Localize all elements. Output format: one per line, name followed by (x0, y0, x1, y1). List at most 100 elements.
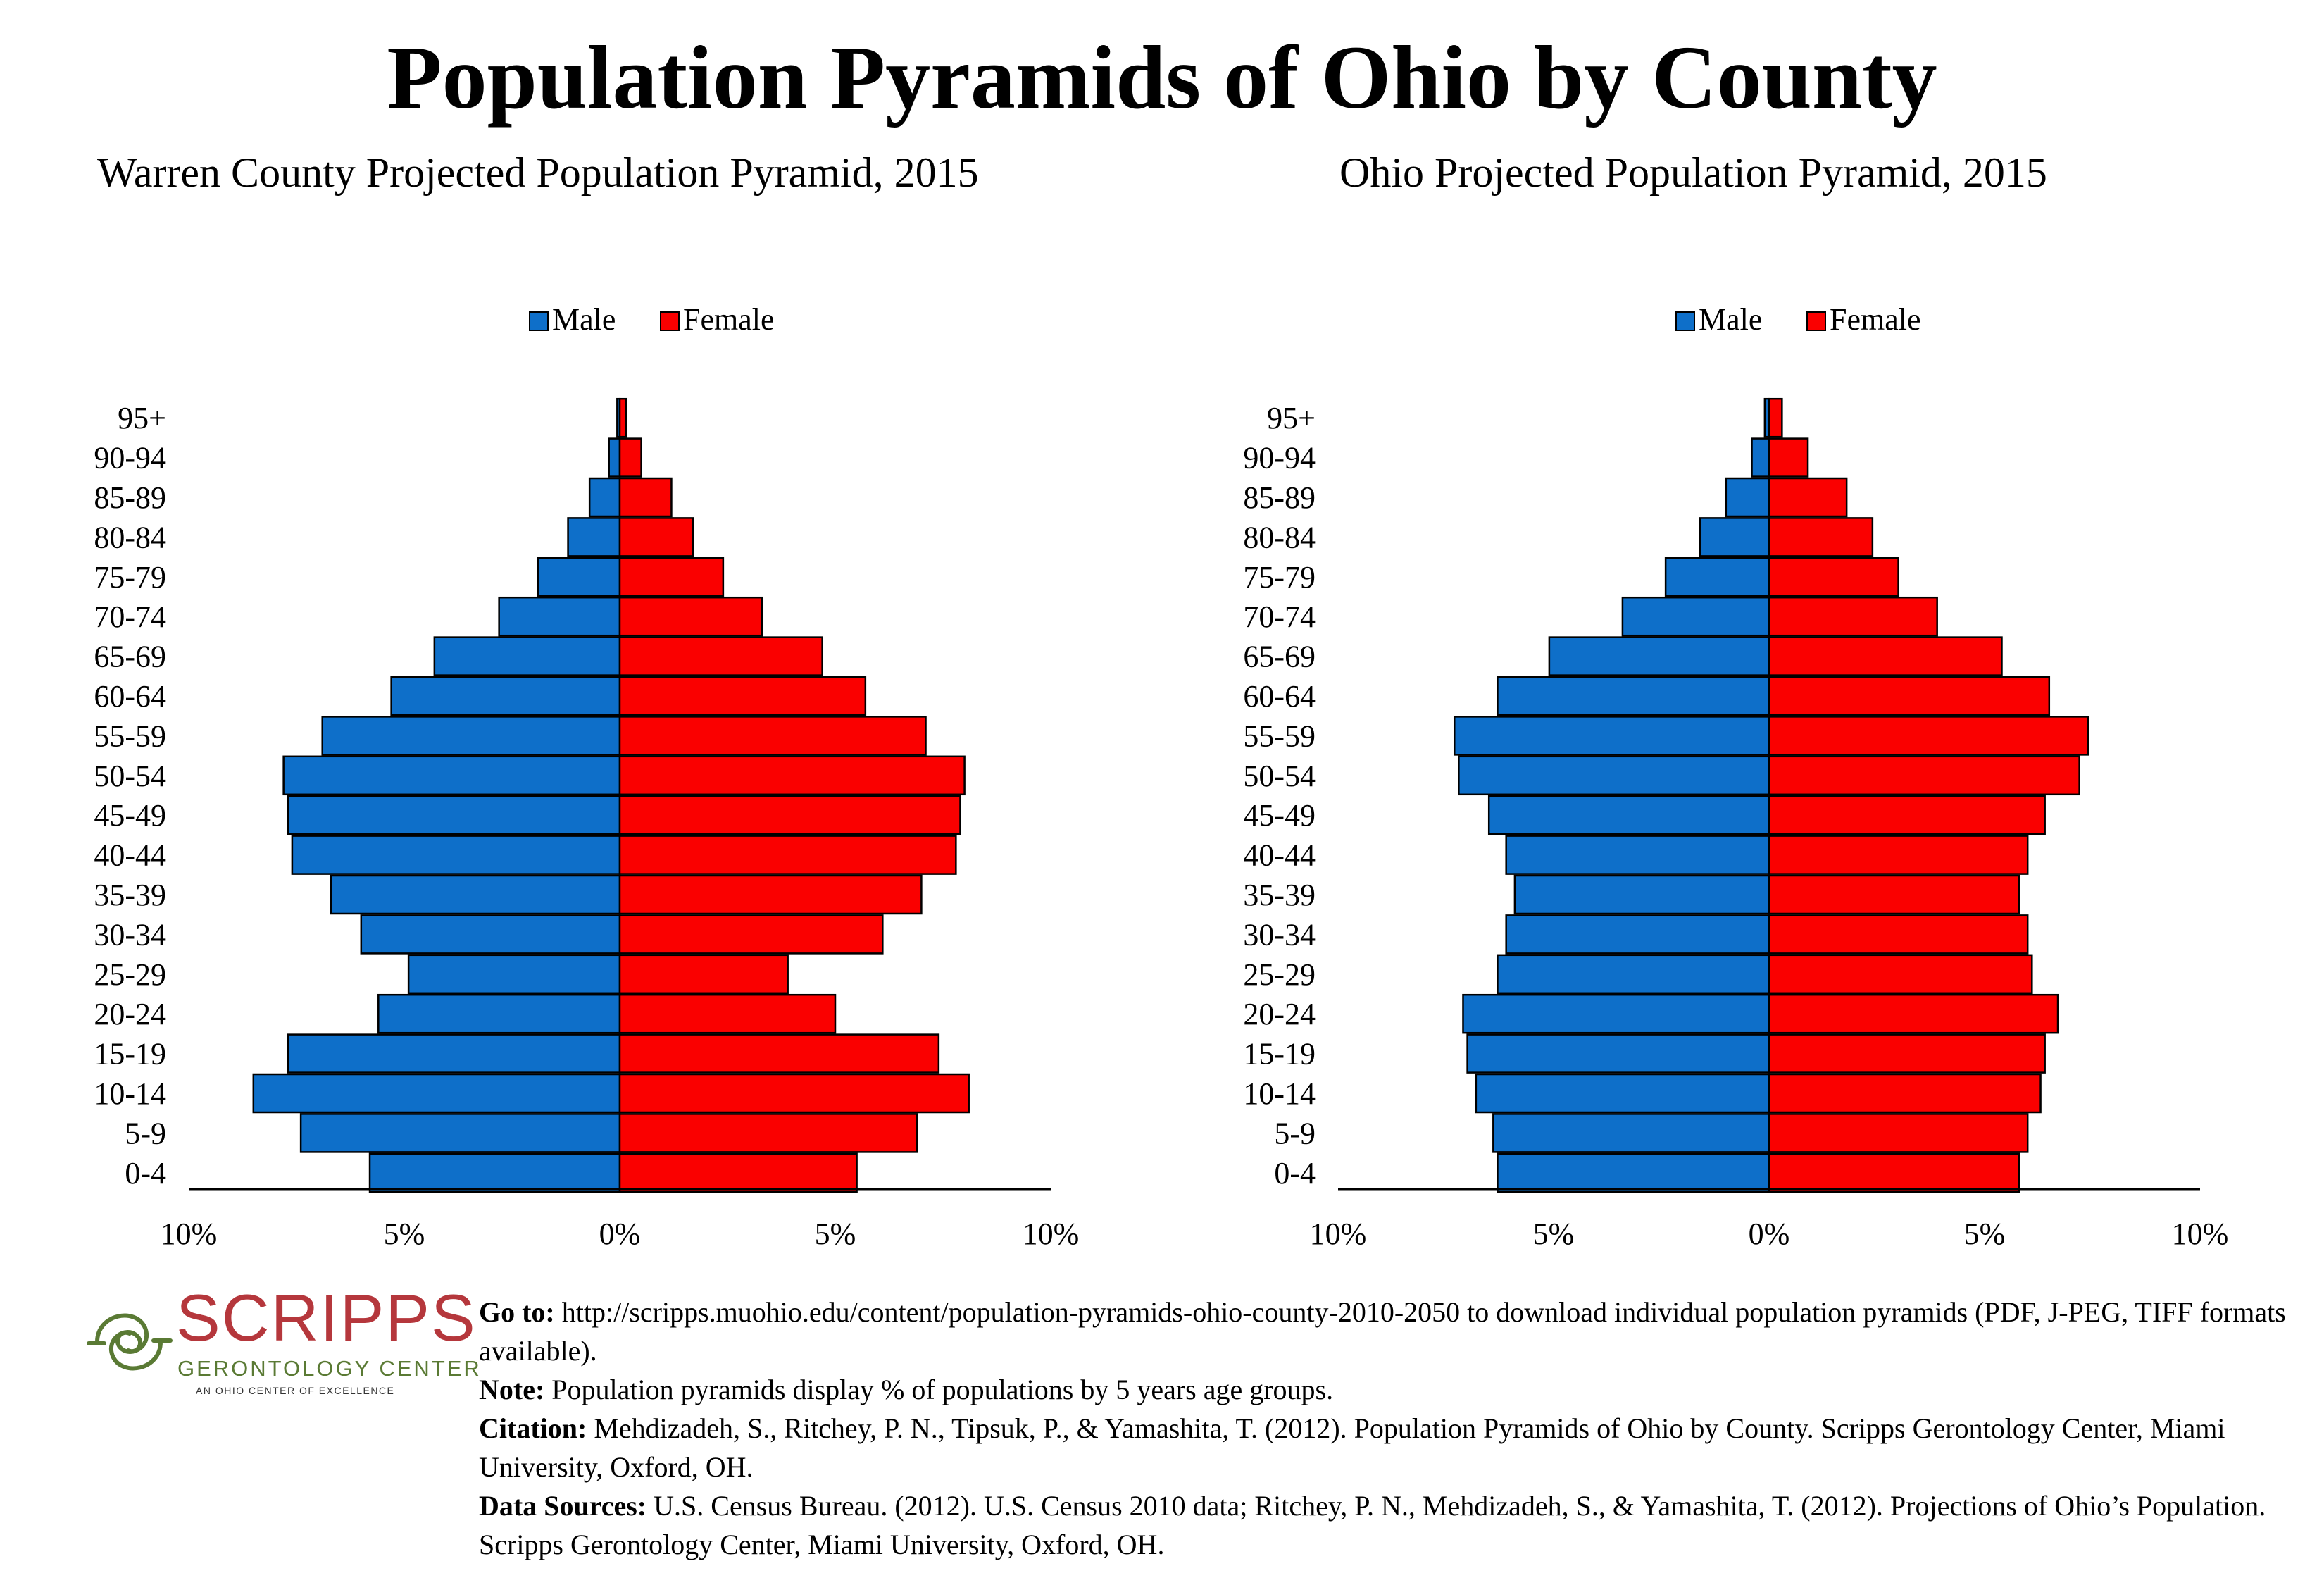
age-label-5-9: 5-9 (1274, 1116, 1316, 1150)
x-tick-label: 5% (384, 1217, 425, 1251)
citation-label: Citation: (479, 1412, 587, 1444)
age-label-95+: 95+ (1267, 401, 1316, 435)
bar-male-35-39 (330, 874, 621, 915)
bar-female-55-59 (618, 716, 927, 756)
x-tick-label: 5% (1533, 1217, 1575, 1251)
bar-female-45-49 (1768, 795, 2046, 835)
age-label-10-14: 10-14 (1243, 1076, 1316, 1111)
goto-label: Go to: (479, 1296, 555, 1328)
bar-female-50-54 (1768, 755, 2080, 796)
age-label-20-24: 20-24 (94, 997, 166, 1031)
bar-female-75-79 (618, 557, 725, 597)
bar-female-60-64 (1768, 676, 2051, 716)
bar-female-95+ (618, 397, 627, 438)
bar-female-55-59 (1768, 716, 2089, 756)
note-citation: Citation: Mehdizadeh, S., Ritchey, P. N.… (479, 1409, 2310, 1486)
age-label-10-14: 10-14 (94, 1076, 166, 1111)
bar-male-80-84 (1699, 517, 1770, 557)
bar-male-70-74 (1621, 596, 1770, 637)
bar-female-15-19 (618, 1033, 940, 1074)
bar-male-75-79 (1664, 557, 1770, 597)
x-tick-label: 10% (1023, 1217, 1080, 1251)
bar-male-85-89 (588, 477, 621, 518)
bar-male-65-69 (1548, 636, 1770, 676)
main-title: Population Pyramids of Ohio by County (387, 27, 1937, 128)
bar-female-85-89 (1768, 477, 1848, 518)
bar-female-70-74 (618, 596, 763, 637)
bar-female-40-44 (1768, 835, 2029, 875)
age-label-70-74: 70-74 (1243, 599, 1316, 634)
bar-female-75-79 (1768, 557, 1899, 597)
notes-block: Go to: http://scripps.muohio.edu/content… (479, 1293, 2310, 1564)
age-label-90-94: 90-94 (1243, 441, 1316, 476)
bar-female-30-34 (1768, 914, 2029, 955)
legend-swatch-male (529, 311, 549, 331)
age-label-55-59: 55-59 (94, 719, 166, 753)
x-tick-label: 0% (599, 1217, 641, 1251)
age-label-50-54: 50-54 (94, 759, 166, 793)
note-note: Note: Population pyramids display % of p… (479, 1370, 2310, 1409)
age-label-80-84: 80-84 (1243, 520, 1316, 554)
age-label-0-4: 0-4 (125, 1156, 166, 1191)
age-label-45-49: 45-49 (1243, 798, 1316, 833)
age-label-30-34: 30-34 (1243, 917, 1316, 952)
bar-male-30-34 (360, 914, 621, 955)
bar-female-90-94 (1768, 437, 1809, 478)
bar-male-5-9 (299, 1113, 621, 1153)
legend-label-female: Female (1830, 302, 1921, 337)
age-label-40-44: 40-44 (1243, 838, 1316, 873)
note-label: Note: (479, 1374, 545, 1405)
bar-male-35-39 (1513, 874, 1770, 915)
logo-wordmark: SCRIPPS (176, 1281, 477, 1355)
scripps-spiral-icon (87, 1313, 173, 1371)
bar-male-55-59 (321, 716, 621, 756)
bar-male-60-64 (390, 676, 621, 716)
age-label-85-89: 85-89 (1243, 480, 1316, 515)
age-label-0-4: 0-4 (1274, 1156, 1316, 1191)
bar-male-90-94 (608, 437, 621, 478)
bar-male-80-84 (567, 517, 621, 557)
bar-male-30-34 (1505, 914, 1770, 955)
chart-title-warren: Warren County Projected Population Pyram… (97, 149, 979, 196)
age-label-40-44: 40-44 (94, 838, 166, 873)
bar-female-10-14 (1768, 1073, 2042, 1114)
sources-label: Data Sources: (479, 1490, 647, 1522)
age-label-60-64: 60-64 (94, 679, 166, 714)
legend-label-male: Male (552, 302, 616, 337)
age-label-95+: 95+ (118, 401, 166, 435)
age-label-55-59: 55-59 (1243, 719, 1316, 753)
x-tick-label: 0% (1749, 1217, 1790, 1251)
bar-male-50-54 (282, 755, 621, 796)
bar-male-20-24 (377, 993, 621, 1034)
bar-female-35-39 (1768, 874, 2020, 915)
bar-male-0-4 (368, 1152, 621, 1193)
bar-male-55-59 (1453, 716, 1770, 756)
bar-female-0-4 (618, 1152, 858, 1193)
bar-male-40-44 (291, 835, 621, 875)
bar-male-70-74 (498, 596, 621, 637)
bar-female-65-69 (618, 636, 823, 676)
bar-female-5-9 (1768, 1113, 2029, 1153)
bar-male-45-49 (287, 795, 621, 835)
x-tick-label: 10% (2172, 1217, 2229, 1251)
scripps-logo: SCRIPPS GERONTOLOGY CENTER AN OHIO CENTE… (83, 1283, 480, 1405)
bar-male-15-19 (287, 1033, 621, 1074)
age-label-85-89: 85-89 (94, 480, 166, 515)
legend-swatch-male (1675, 311, 1695, 331)
bar-female-65-69 (1768, 636, 2003, 676)
age-label-25-29: 25-29 (94, 957, 166, 992)
pyramid-chart-2: Male Female 95+ 90-94 85-89 80-84 75-79 70-74 65… (1243, 302, 2228, 1251)
age-label-5-9: 5-9 (125, 1116, 166, 1150)
sources-text: U.S. Census Bureau. (2012). U.S. Census … (479, 1490, 2266, 1560)
note-goto: Go to: http://scripps.muohio.edu/content… (479, 1293, 2310, 1370)
bar-female-85-89 (618, 477, 673, 518)
age-label-65-69: 65-69 (1243, 640, 1316, 674)
bar-male-85-89 (1725, 477, 1770, 518)
bar-female-10-14 (618, 1073, 970, 1114)
bar-female-20-24 (1768, 993, 2059, 1034)
bar-male-75-79 (537, 557, 621, 597)
age-label-90-94: 90-94 (94, 441, 166, 476)
bar-male-60-64 (1497, 676, 1770, 716)
x-tick-label: 10% (1310, 1217, 1367, 1251)
age-label-15-19: 15-19 (1243, 1037, 1316, 1071)
